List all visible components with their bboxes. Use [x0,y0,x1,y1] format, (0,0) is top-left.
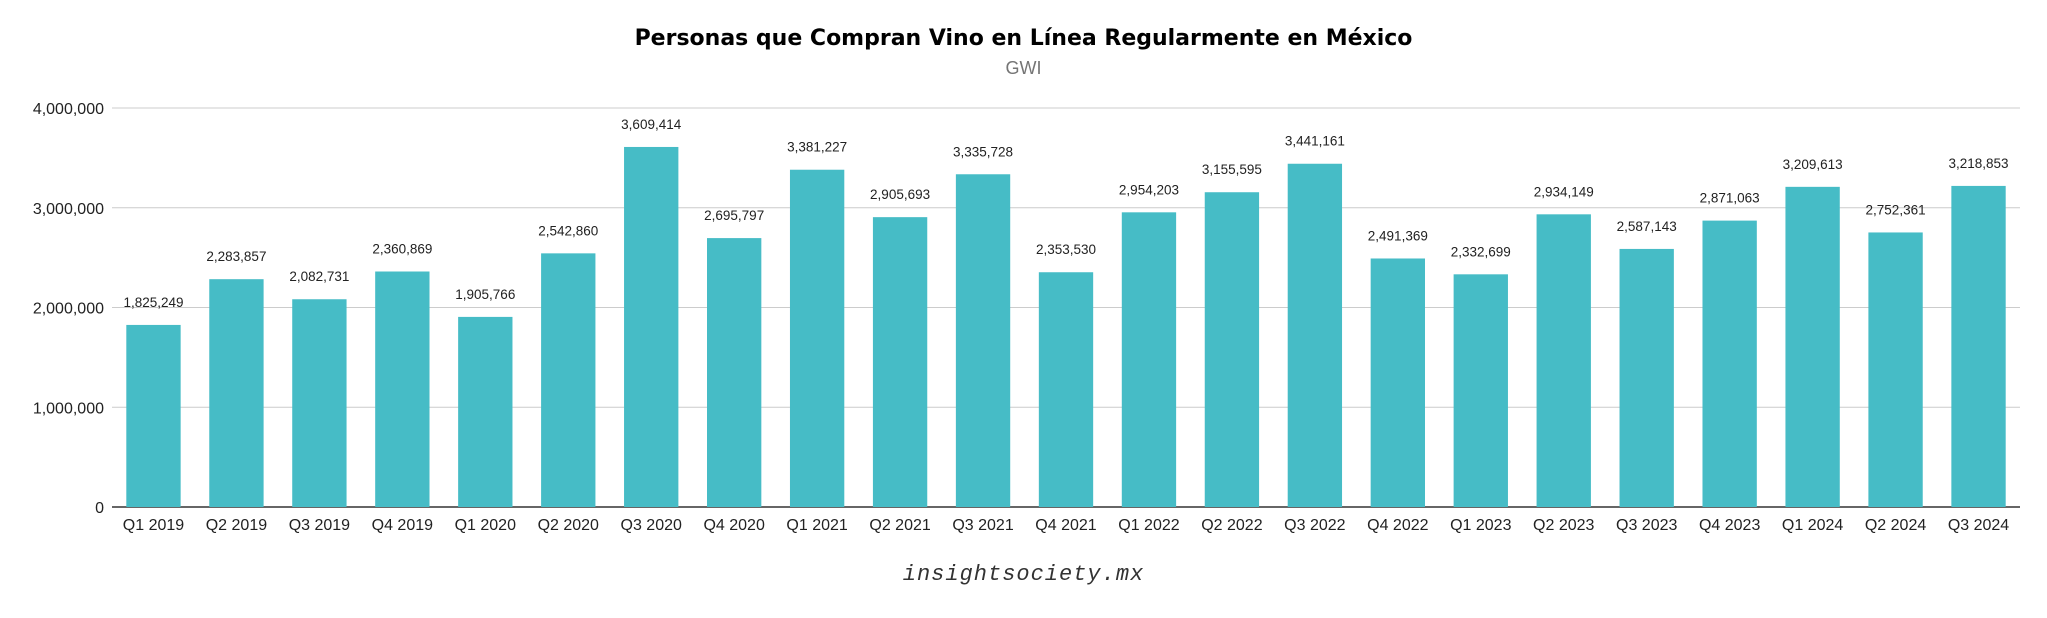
data-label: 2,587,143 [1617,219,1677,234]
y-tick-label: 3,000,000 [33,201,104,218]
data-label: 2,695,797 [704,208,764,223]
bar [1702,220,1757,508]
data-label: 1,905,766 [455,287,515,302]
x-tick-label: Q3 2023 [1616,517,1677,534]
x-tick-label: Q1 2024 [1782,517,1843,534]
y-tick-label: 1,000,000 [33,400,104,417]
bar [624,146,679,508]
y-tick-label: 2,000,000 [33,301,104,318]
bar [541,253,596,507]
x-tick-label: Q4 2021 [1035,517,1096,534]
y-tick-label: 0 [95,500,104,517]
x-tick-label: Q4 2023 [1699,517,1760,534]
bar [1121,212,1177,508]
bar [1868,232,1923,507]
x-tick-label: Q1 2023 [1450,517,1511,534]
data-label: 2,360,869 [372,242,432,257]
data-label: 2,353,530 [1036,242,1096,257]
x-tick-label: Q3 2019 [289,517,350,534]
bar [1619,248,1674,507]
x-tick-label: Q1 2022 [1118,517,1179,534]
x-tick-label: Q2 2019 [206,517,267,534]
data-label: 3,441,161 [1285,134,1345,149]
x-tick-label: Q2 2023 [1533,517,1594,534]
bar [458,316,513,507]
bar [1038,272,1094,507]
bar [955,174,1011,507]
data-label: 2,283,857 [206,249,266,264]
bar [1453,274,1508,507]
bar [375,271,430,507]
x-tick-label: Q2 2024 [1865,517,1926,534]
label-layer: 1,825,249 Q1 2019 2,283,857 Q2 2019 2,082,73… [123,117,2010,534]
data-label: 3,209,613 [1783,157,1843,172]
bar [209,279,264,507]
data-label: 2,542,860 [538,223,598,238]
x-tick-label: Q4 2022 [1367,517,1428,534]
bar [1287,163,1343,507]
data-label: 2,871,063 [1700,191,1760,206]
data-label: 2,954,203 [1119,182,1179,197]
data-label: 2,082,731 [289,269,349,284]
data-label: 2,491,369 [1368,228,1428,243]
x-tick-label: Q1 2020 [455,517,516,534]
bar [1204,192,1260,507]
data-label: 3,335,728 [953,144,1013,159]
bar [292,299,347,507]
bar [1951,185,2006,507]
data-label: 3,609,414 [621,117,682,132]
bar-layer [126,146,2006,508]
data-label: 2,905,693 [870,187,930,202]
x-tick-label: Q3 2022 [1284,517,1345,534]
bar [1785,186,1840,507]
data-label: 2,934,149 [1534,184,1594,199]
x-tick-label: Q1 2019 [123,517,184,534]
x-tick-label: Q2 2022 [1201,517,1262,534]
x-tick-label: Q1 2021 [786,517,847,534]
data-label: 1,825,249 [123,295,183,310]
footer-credit: insightsociety.mx [902,562,1145,587]
x-tick-label: Q4 2019 [372,517,433,534]
data-label: 2,332,699 [1451,244,1511,259]
x-tick-label: Q2 2021 [869,517,930,534]
data-label: 3,218,853 [1948,156,2008,171]
data-label: 3,155,595 [1202,162,1262,177]
bar [789,169,845,508]
x-tick-label: Q4 2020 [703,517,764,534]
bar [1370,258,1425,507]
bar [707,238,762,508]
bar [1536,214,1591,507]
chart-subtitle: GWI [1005,58,1042,78]
x-tick-label: Q3 2024 [1948,517,2009,534]
bar [872,217,928,508]
x-tick-label: Q3 2021 [952,517,1013,534]
data-label: 2,752,361 [1866,202,1926,217]
y-tick-label: 4,000,000 [33,101,104,118]
data-label: 3,381,227 [787,140,847,155]
bar [126,324,181,507]
chart-title: Personas que Compran Vino en Línea Regul… [634,26,1413,51]
x-tick-label: Q3 2020 [621,517,682,534]
x-tick-label: Q2 2020 [538,517,599,534]
